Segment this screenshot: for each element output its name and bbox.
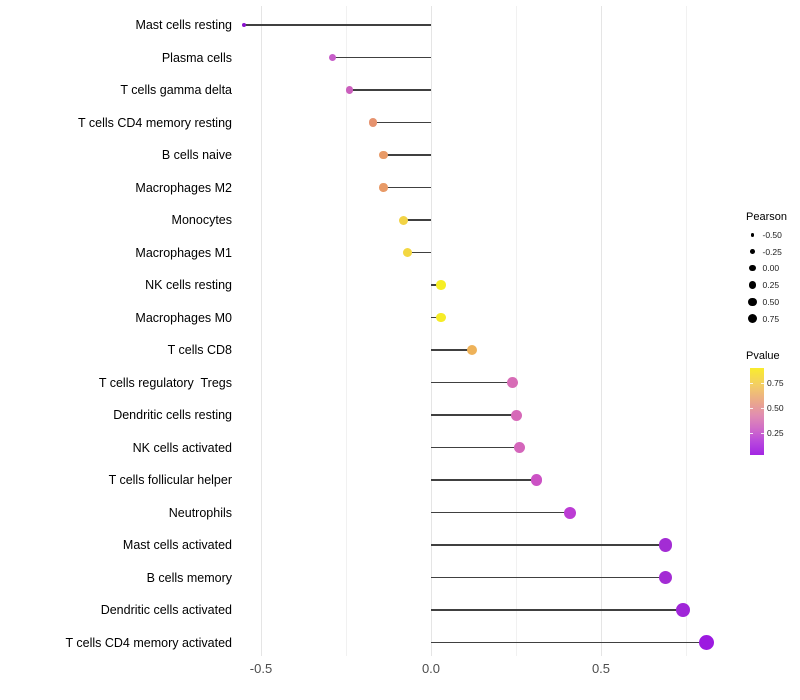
lollipop-point — [507, 377, 519, 388]
lollipop-point — [402, 248, 412, 257]
lollipop-point — [399, 215, 409, 225]
lollipop-point — [658, 538, 673, 552]
colorbar-tick-left — [750, 383, 753, 384]
lollipop-point — [368, 118, 378, 127]
lollipop-stem — [383, 186, 431, 189]
lollipop-point — [675, 603, 690, 617]
lollipop-stem — [431, 414, 516, 416]
pearson-legend-dot — [750, 249, 755, 255]
pvalue-legend-label: 0.75 — [767, 378, 784, 388]
y-axis-label: Neutrophils — [168, 505, 232, 520]
lollipop-point — [379, 150, 388, 160]
pvalue-legend-label: 0.50 — [767, 403, 784, 413]
lollipop-stem — [431, 381, 513, 384]
minor-gridline — [686, 6, 687, 656]
y-axis-label: NK cells activated — [132, 440, 232, 455]
lollipop-point — [658, 570, 673, 585]
minor-gridline — [346, 6, 347, 656]
y-axis-label: Macrophages M0 — [135, 310, 232, 325]
colorbar-tick-right — [761, 383, 764, 384]
pearson-legend-dot — [748, 297, 757, 306]
lollipop-point — [530, 474, 543, 486]
lollipop-stem — [431, 316, 442, 319]
y-axis-label: T cells CD8 — [167, 343, 232, 357]
pvalue-legend-title: Pvalue — [746, 350, 780, 362]
pearson-legend-dot — [749, 265, 756, 272]
x-tick-label: 0.0 — [421, 661, 441, 676]
lollipop-point — [436, 280, 446, 290]
lollipop-point — [466, 345, 477, 355]
y-axis-label: T cells gamma delta — [120, 83, 232, 97]
pvalue-legend-label: 0.25 — [767, 428, 784, 438]
colorbar-tick-right — [761, 433, 764, 434]
major-gridline — [261, 6, 262, 656]
y-axis-label: Dendritic cells resting — [113, 408, 232, 422]
lollipop-stem — [383, 154, 431, 156]
pearson-legend-dot — [748, 281, 757, 289]
lollipop-stem — [373, 121, 431, 124]
lollipop-stem — [403, 219, 431, 221]
pvalue-gradient — [750, 368, 764, 455]
pearson-legend-label: 0.25 — [762, 280, 780, 291]
y-axis-label: NK cells resting — [145, 278, 232, 292]
y-axis-label: T cells CD4 memory activated — [65, 635, 233, 650]
lollipop-stem — [431, 511, 571, 514]
x-tick-label: 0.5 — [591, 661, 611, 676]
pearson-legend-label: 0.00 — [762, 263, 780, 274]
lollipop-stem — [431, 349, 472, 351]
lollipop-stem — [431, 284, 442, 286]
pearson-legend-dot — [750, 233, 755, 237]
lollipop-point — [564, 506, 577, 519]
lollipop-point — [379, 183, 388, 192]
lollipop-stem — [407, 251, 431, 254]
pearson-legend-title: Pearson — [746, 211, 787, 223]
colorbar-tick-right — [761, 408, 764, 409]
lollipop-point — [510, 409, 522, 421]
lollipop-stem — [431, 609, 683, 611]
lollipop-point — [345, 86, 354, 94]
lollipop-point — [436, 312, 446, 323]
major-gridline — [601, 6, 602, 656]
y-axis-label: Macrophages M1 — [135, 245, 232, 260]
pearson-legend-label: -0.25 — [762, 246, 782, 257]
lollipop-point — [698, 635, 714, 650]
pearson-legend-dot — [747, 313, 758, 324]
y-axis-label: Monocytes — [171, 213, 232, 227]
x-tick-label: -0.5 — [249, 661, 273, 676]
lollipop-stem — [431, 479, 537, 481]
y-axis-label: Plasma cells — [161, 50, 232, 65]
y-axis-label: B cells memory — [146, 570, 232, 585]
y-axis-label: Macrophages M2 — [135, 180, 232, 195]
lollipop-stem — [431, 544, 666, 546]
lollipop-stem — [431, 446, 520, 449]
lollipop-point — [242, 23, 246, 27]
y-axis-label: Mast cells activated — [122, 538, 232, 552]
y-axis-label: Dendritic cells activated — [100, 603, 232, 617]
y-axis-label: Mast cells resting — [135, 18, 232, 32]
lollipop-point — [328, 54, 336, 61]
lollipop-point — [513, 442, 525, 453]
minor-gridline — [516, 6, 517, 656]
major-gridline — [431, 6, 432, 656]
lollipop-stem — [332, 56, 431, 59]
y-axis-label: T cells follicular helper — [108, 473, 232, 487]
y-axis-label: T cells CD4 memory resting — [78, 115, 232, 130]
colorbar-tick-left — [750, 408, 753, 409]
lollipop-stem — [431, 576, 666, 579]
lollipop-stem — [349, 89, 431, 91]
lollipop-stem — [431, 641, 707, 644]
colorbar-tick-left — [750, 433, 753, 434]
pearson-legend-label: 0.75 — [762, 313, 780, 324]
y-axis-label: B cells naive — [161, 148, 232, 162]
y-axis-label: T cells regulatory Tregs — [98, 375, 232, 390]
lollipop-stem — [244, 24, 431, 26]
pearson-legend-label: -0.50 — [762, 230, 782, 240]
pearson-legend-label: 0.50 — [762, 296, 780, 307]
